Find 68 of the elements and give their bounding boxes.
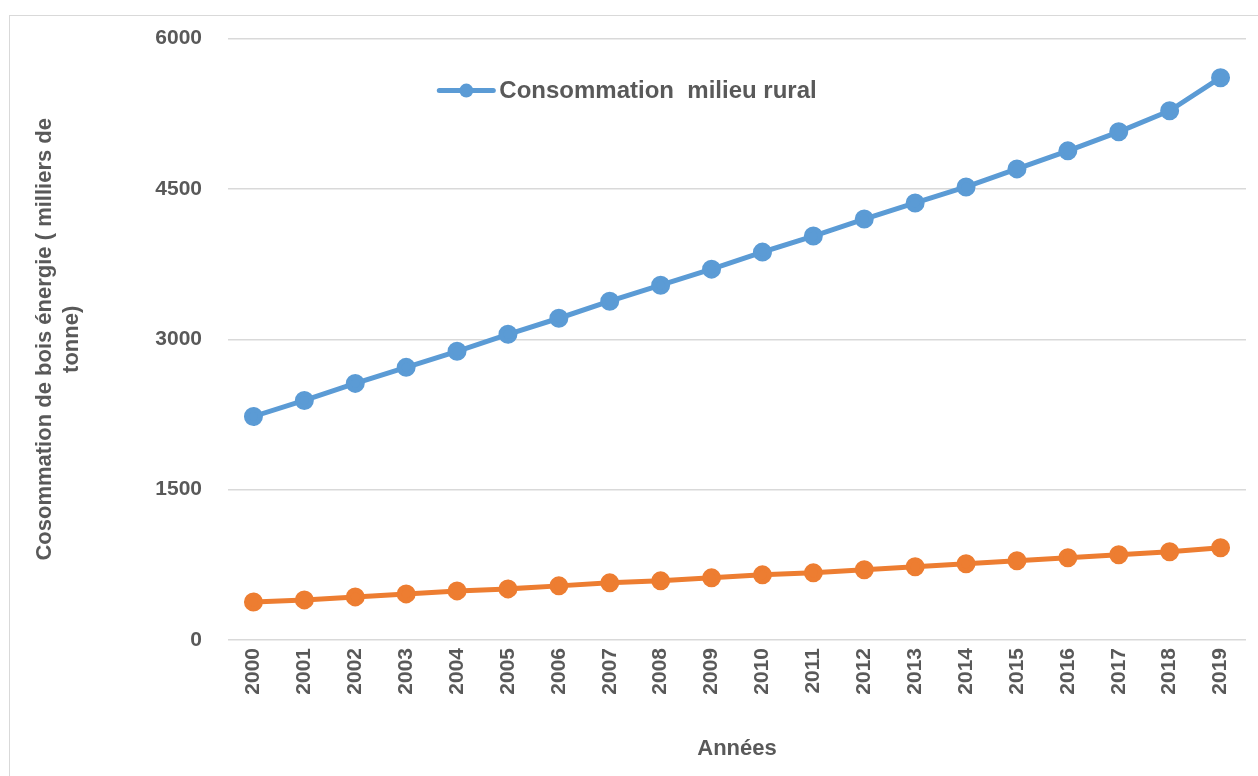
point — [294, 390, 314, 410]
x-tick-label: 2013 — [901, 648, 925, 695]
point — [702, 259, 722, 279]
x-tick-label: 2012 — [851, 648, 875, 695]
point — [498, 324, 518, 344]
point — [905, 193, 925, 213]
point — [1160, 542, 1180, 562]
x-tick-label: 2015 — [1003, 647, 1027, 695]
point — [498, 579, 518, 599]
point — [651, 571, 671, 591]
point — [752, 242, 772, 262]
point — [1211, 538, 1231, 558]
point — [396, 357, 416, 377]
x-tick-label: 2005 — [494, 647, 518, 695]
point — [1058, 548, 1078, 568]
y-tick-label: 3000 — [155, 326, 202, 350]
point — [345, 373, 365, 393]
legend-label: Consommation milieu rural — [499, 76, 817, 104]
point — [905, 557, 925, 577]
point — [1007, 551, 1027, 571]
point — [854, 560, 874, 580]
x-tick-label: 2003 — [392, 648, 416, 695]
point — [1058, 141, 1078, 161]
x-tick-label: 2014 — [952, 647, 976, 695]
x-tick-label: 2004 — [443, 647, 467, 695]
y-tick-label: 1500 — [155, 476, 202, 500]
point — [803, 226, 823, 246]
x-tick-label: 2007 — [596, 648, 620, 695]
point — [956, 554, 976, 574]
point — [1007, 159, 1027, 179]
point — [447, 581, 467, 601]
x-tick-label: 2019 — [1207, 648, 1231, 695]
x-tick-label: 2008 — [647, 647, 671, 695]
point — [447, 341, 467, 361]
point — [549, 576, 569, 596]
point — [396, 584, 416, 604]
point — [549, 308, 569, 328]
point — [1160, 101, 1180, 121]
y-tick-label: 0 — [190, 626, 202, 650]
x-tick-label: 2011 — [800, 647, 824, 694]
x-tick-label: 2010 — [749, 648, 773, 695]
x-tick-label: 2001 — [291, 647, 315, 695]
point — [294, 590, 314, 610]
point — [854, 209, 874, 229]
x-tick-label: 2009 — [698, 648, 722, 695]
point — [752, 565, 772, 585]
point — [243, 592, 263, 612]
x-tick-label: 2017 — [1105, 648, 1129, 695]
y-tick-label: 6000 — [155, 25, 202, 49]
x-tick-label: 2016 — [1054, 648, 1078, 695]
x-tick-label: 2000 — [240, 648, 264, 695]
point — [651, 275, 671, 295]
point — [600, 573, 620, 593]
point — [702, 568, 722, 588]
point — [600, 291, 620, 311]
point — [956, 177, 976, 197]
point — [1109, 545, 1129, 565]
y-axis-title: Cosommation de bois énergie ( milliers de tonne) — [31, 118, 83, 561]
x-tick-label: 2006 — [545, 648, 569, 695]
x-tick-label: 2018 — [1156, 647, 1180, 695]
point — [243, 406, 263, 426]
point — [1211, 68, 1231, 88]
x-tick-label: 2002 — [342, 648, 366, 695]
point — [345, 587, 365, 607]
point — [803, 563, 823, 583]
y-tick-label: 4500 — [155, 175, 202, 199]
point — [1109, 122, 1129, 142]
x-axis-title: Années — [697, 734, 777, 760]
